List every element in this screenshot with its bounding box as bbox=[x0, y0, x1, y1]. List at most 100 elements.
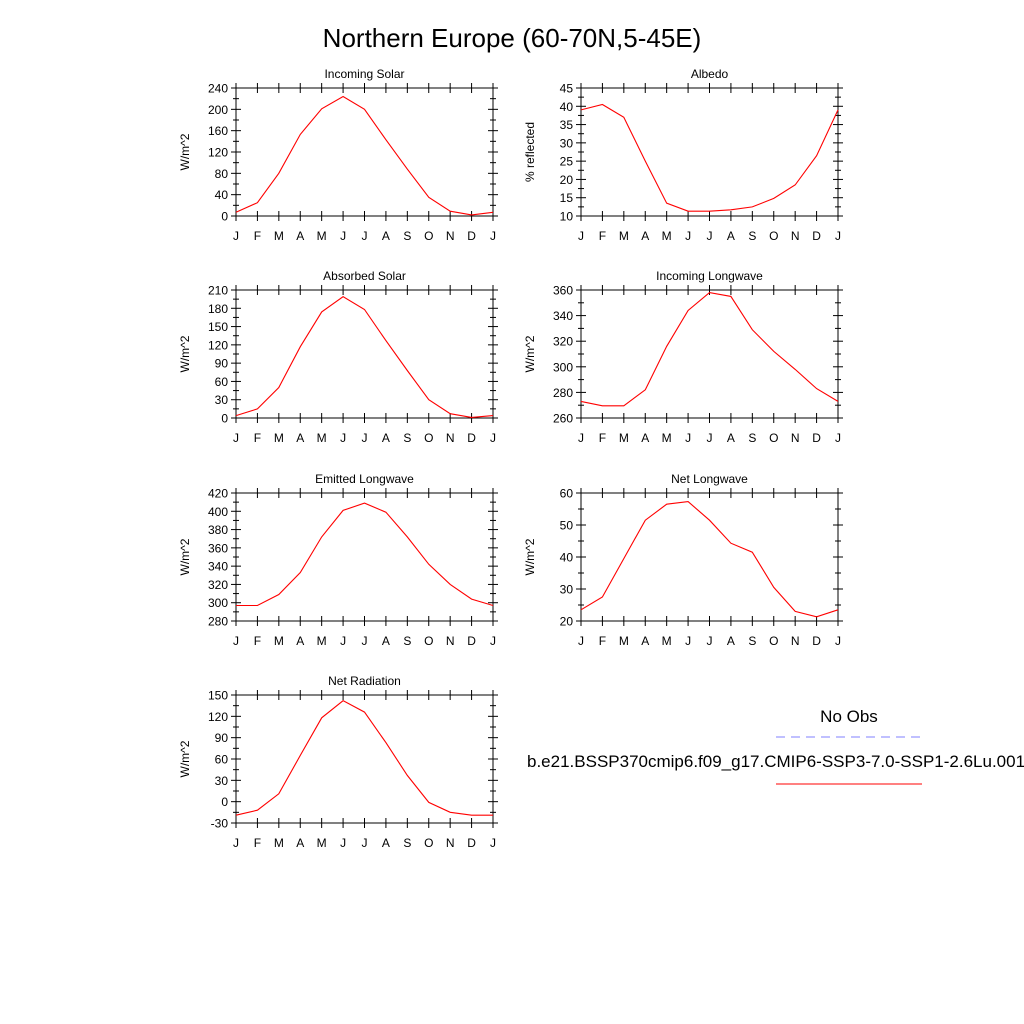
y-tick-label: 30 bbox=[560, 583, 574, 597]
x-tick-label: J bbox=[362, 229, 368, 243]
y-tick-label: 90 bbox=[215, 731, 229, 745]
panel-title: Net Radiation bbox=[328, 674, 401, 688]
x-tick-label: M bbox=[662, 431, 672, 445]
y-axis-label: % reflected bbox=[523, 122, 537, 182]
x-tick-label: J bbox=[340, 431, 346, 445]
y-tick-label: 60 bbox=[215, 753, 229, 767]
y-axis-label: W/m^2 bbox=[178, 538, 192, 575]
panel-incoming-longwave: Incoming Longwave W/m^2 260 280 300 320 340 360… bbox=[523, 269, 843, 445]
x-tick-label: O bbox=[769, 634, 778, 648]
y-tick-label: 160 bbox=[208, 124, 228, 138]
x-tick-label: J bbox=[835, 229, 841, 243]
x-tick-label: J bbox=[362, 634, 368, 648]
x-tick-label: D bbox=[467, 431, 476, 445]
x-tick-label: S bbox=[748, 634, 756, 648]
x-tick-label: A bbox=[727, 229, 735, 243]
x-tick-label: J bbox=[490, 431, 496, 445]
x-tick-label: J bbox=[233, 836, 239, 850]
x-tick-label: J bbox=[578, 431, 584, 445]
x-tick-label: S bbox=[403, 634, 411, 648]
y-tick-label: -30 bbox=[211, 817, 229, 831]
x-tick-label: F bbox=[599, 431, 606, 445]
x-tick-label: J bbox=[835, 634, 841, 648]
x-tick-label: A bbox=[382, 229, 390, 243]
x-tick-label: N bbox=[446, 836, 455, 850]
x-tick-label: J bbox=[707, 634, 713, 648]
series-line bbox=[580, 103, 839, 212]
panel-title: Incoming Longwave bbox=[656, 269, 763, 283]
x-tick-label: M bbox=[619, 431, 629, 445]
y-tick-label: 320 bbox=[553, 335, 573, 349]
x-tick-label: M bbox=[317, 634, 327, 648]
y-tick-label: 340 bbox=[553, 309, 573, 323]
y-tick-label: 240 bbox=[208, 82, 228, 96]
x-tick-label: S bbox=[403, 836, 411, 850]
x-tick-label: A bbox=[296, 229, 304, 243]
y-tick-label: 25 bbox=[560, 155, 574, 169]
legend-model-label: b.e21.BSSP370cmip6.f09_g17.CMIP6-SSP3-7.… bbox=[527, 752, 1024, 771]
y-tick-label: 280 bbox=[208, 615, 228, 629]
x-tick-label: F bbox=[254, 431, 261, 445]
plot-frame bbox=[580, 289, 839, 419]
x-tick-label: F bbox=[254, 836, 261, 850]
x-tick-label: M bbox=[317, 229, 327, 243]
y-tick-label: 30 bbox=[560, 136, 574, 150]
x-tick-label: O bbox=[769, 229, 778, 243]
x-tick-label: S bbox=[403, 431, 411, 445]
x-tick-label: J bbox=[233, 229, 239, 243]
x-tick-label: M bbox=[274, 229, 284, 243]
y-tick-label: 300 bbox=[553, 360, 573, 374]
x-tick-label: A bbox=[382, 634, 390, 648]
x-tick-label: A bbox=[641, 229, 649, 243]
x-tick-label: J bbox=[490, 836, 496, 850]
y-axis-label: W/m^2 bbox=[178, 740, 192, 777]
y-tick-label: 360 bbox=[208, 541, 228, 555]
x-tick-label: J bbox=[340, 634, 346, 648]
x-tick-label: J bbox=[490, 634, 496, 648]
x-tick-label: N bbox=[446, 634, 455, 648]
y-tick-label: 180 bbox=[208, 302, 228, 316]
y-tick-label: 45 bbox=[560, 82, 574, 96]
y-tick-label: 200 bbox=[208, 103, 228, 117]
x-tick-label: N bbox=[791, 229, 800, 243]
x-tick-label: D bbox=[812, 229, 821, 243]
plot-frame bbox=[580, 492, 839, 622]
x-tick-label: J bbox=[362, 836, 368, 850]
x-tick-label: F bbox=[599, 634, 606, 648]
x-tick-label: S bbox=[403, 229, 411, 243]
x-tick-label: J bbox=[578, 634, 584, 648]
y-tick-label: 120 bbox=[208, 710, 228, 724]
x-tick-label: J bbox=[578, 229, 584, 243]
x-tick-label: O bbox=[424, 431, 433, 445]
y-tick-label: 20 bbox=[560, 173, 574, 187]
y-tick-label: 120 bbox=[208, 146, 228, 160]
x-tick-label: O bbox=[424, 634, 433, 648]
y-tick-label: 30 bbox=[215, 393, 229, 407]
plot-frame bbox=[235, 492, 494, 622]
y-tick-label: 60 bbox=[560, 487, 574, 501]
x-tick-label: M bbox=[619, 229, 629, 243]
x-tick-label: J bbox=[685, 431, 691, 445]
y-tick-label: 15 bbox=[560, 191, 574, 205]
series-line bbox=[235, 95, 494, 216]
x-tick-label: N bbox=[446, 229, 455, 243]
x-tick-label: N bbox=[791, 431, 800, 445]
x-tick-label: J bbox=[340, 836, 346, 850]
y-tick-label: 380 bbox=[208, 523, 228, 537]
x-tick-label: A bbox=[382, 431, 390, 445]
series-line bbox=[235, 700, 493, 816]
panel-absorbed-solar: Absorbed Solar W/m^2 0 30 60 90 120 150 180 210 J F… bbox=[178, 269, 498, 445]
x-tick-label: J bbox=[362, 431, 368, 445]
x-tick-label: M bbox=[274, 836, 284, 850]
y-tick-label: 40 bbox=[560, 100, 574, 114]
y-tick-label: 150 bbox=[208, 320, 228, 334]
x-tick-label: O bbox=[424, 836, 433, 850]
x-tick-label: F bbox=[254, 634, 261, 648]
y-axis-label: W/m^2 bbox=[178, 335, 192, 372]
y-axis-label: W/m^2 bbox=[523, 538, 537, 575]
series-line bbox=[235, 296, 494, 418]
y-tick-label: 50 bbox=[560, 519, 574, 533]
